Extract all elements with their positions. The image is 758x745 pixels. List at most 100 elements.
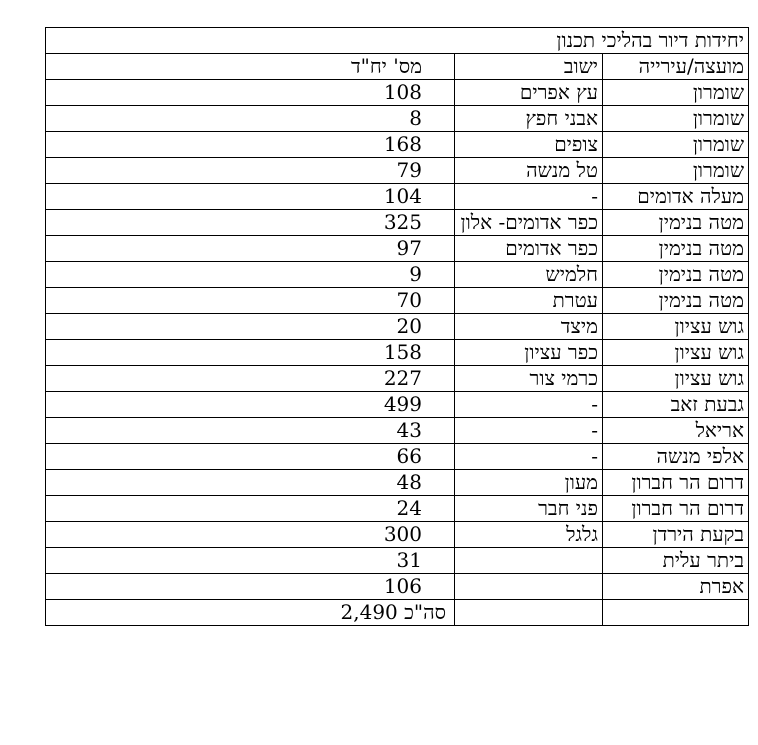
units-cell: 104	[45, 183, 455, 210]
total-empty-council	[602, 599, 749, 626]
settlement-cell: צופים	[454, 131, 603, 158]
council-cell: גוש עציון	[602, 339, 749, 366]
settlement-cell: עטרת	[454, 287, 603, 314]
council-cell: גוש עציון	[602, 313, 749, 340]
total-value: 2,490	[340, 600, 398, 625]
settlement-cell: כפר עציון	[454, 339, 603, 366]
settlement-cell: חלמיש	[454, 261, 603, 288]
total-cell: סה"כ 2,490	[45, 599, 455, 626]
table-row: שומרון אבני חפץ 8	[45, 105, 749, 132]
settlement-cell: עץ אפרים	[454, 79, 603, 106]
units-value: 20	[396, 314, 422, 339]
units-cell: 20	[45, 313, 455, 340]
settlement-cell: כפר אדומים	[454, 235, 603, 262]
council-cell: גבעת זאב	[602, 391, 749, 418]
units-cell: 31	[45, 547, 455, 574]
council-cell: מטה בנימין	[602, 287, 749, 314]
table-row: מטה בנימין כפר אדומים 97	[45, 235, 749, 262]
council-cell: שומרון	[602, 105, 749, 132]
council-cell: דרום הר חברון	[602, 495, 749, 522]
units-value: 48	[396, 470, 422, 495]
units-cell: 106	[45, 573, 455, 600]
units-cell: 24	[45, 495, 455, 522]
header-units: מס' יח"ד	[45, 53, 455, 80]
total-row: סה"כ 2,490	[45, 599, 749, 626]
table-row: ביתר עלית 31	[45, 547, 749, 574]
table-row: גוש עציון כפר עציון 158	[45, 339, 749, 366]
units-cell: 168	[45, 131, 455, 158]
table-row: מטה בנימין חלמיש 9	[45, 261, 749, 288]
units-cell: 158	[45, 339, 455, 366]
units-value: 8	[409, 106, 422, 131]
units-value: 70	[396, 288, 422, 313]
council-cell: ביתר עלית	[602, 547, 749, 574]
housing-units-table: יחידות דיור בהליכי תכנון מועצה/עירייה יש…	[45, 27, 749, 626]
table-row: אפרת 106	[45, 573, 749, 600]
table-row: אריאל - 43	[45, 417, 749, 444]
units-value: 24	[396, 496, 422, 521]
settlement-cell: גלגל	[454, 521, 603, 548]
council-cell: גוש עציון	[602, 365, 749, 392]
table-row: אלפי מנשה - 66	[45, 443, 749, 470]
council-cell: מטה בנימין	[602, 209, 749, 236]
units-value: 66	[396, 444, 422, 469]
table-row: גבעת זאב - 499	[45, 391, 749, 418]
header-settlement: ישוב	[454, 53, 603, 80]
settlement-cell: טל מנשה	[454, 157, 603, 184]
council-cell: שומרון	[602, 131, 749, 158]
settlement-cell: כפר אדומים- אלון	[454, 209, 603, 236]
units-value: 325	[383, 210, 422, 235]
units-value: 79	[396, 158, 422, 183]
table-title: יחידות דיור בהליכי תכנון	[45, 27, 749, 54]
total-label: סה"כ	[404, 600, 446, 625]
table-row: דרום הר חברון פני חבר 24	[45, 495, 749, 522]
table-row: בקעת הירדן גלגל 300	[45, 521, 749, 548]
units-value: 499	[383, 392, 422, 417]
settlement-cell: -	[454, 417, 603, 444]
units-value: 31	[396, 548, 422, 573]
council-cell: שומרון	[602, 157, 749, 184]
table-row: שומרון צופים 168	[45, 131, 749, 158]
units-cell: 70	[45, 287, 455, 314]
council-cell: אריאל	[602, 417, 749, 444]
council-cell: דרום הר חברון	[602, 469, 749, 496]
units-value: 106	[383, 574, 422, 599]
table-row: גוש עציון כרמי צור 227	[45, 365, 749, 392]
units-cell: 325	[45, 209, 455, 236]
units-cell: 8	[45, 105, 455, 132]
header-council: מועצה/עירייה	[602, 53, 749, 80]
units-cell: 499	[45, 391, 455, 418]
settlement-cell: -	[454, 391, 603, 418]
units-value: 108	[383, 80, 422, 105]
units-cell: 48	[45, 469, 455, 496]
table-row: שומרון טל מנשה 79	[45, 157, 749, 184]
units-value: 97	[396, 236, 422, 261]
settlement-cell	[454, 573, 603, 600]
header-row: מועצה/עירייה ישוב מס' יח"ד	[45, 53, 749, 80]
council-cell: מטה בנימין	[602, 235, 749, 262]
settlement-cell	[454, 547, 603, 574]
table-row: מעלה אדומים - 104	[45, 183, 749, 210]
units-cell: 66	[45, 443, 455, 470]
units-cell: 9	[45, 261, 455, 288]
settlement-cell: אבני חפץ	[454, 105, 603, 132]
units-value: 43	[396, 418, 422, 443]
units-value: 300	[383, 522, 422, 547]
table-row: מטה בנימין כפר אדומים- אלון 325	[45, 209, 749, 236]
units-cell: 43	[45, 417, 455, 444]
units-value: 158	[383, 340, 422, 365]
settlement-cell: פני חבר	[454, 495, 603, 522]
settlement-cell: כרמי צור	[454, 365, 603, 392]
council-cell: בקעת הירדן	[602, 521, 749, 548]
settlement-cell: מעון	[454, 469, 603, 496]
settlement-cell: מיצד	[454, 313, 603, 340]
settlement-cell: -	[454, 443, 603, 470]
units-cell: 300	[45, 521, 455, 548]
council-cell: מעלה אדומים	[602, 183, 749, 210]
header-units-label: מס' יח"ד	[351, 54, 422, 79]
total-empty-settlement	[454, 599, 603, 626]
units-cell: 108	[45, 79, 455, 106]
council-cell: אפרת	[602, 573, 749, 600]
council-cell: אלפי מנשה	[602, 443, 749, 470]
units-value: 104	[383, 184, 422, 209]
